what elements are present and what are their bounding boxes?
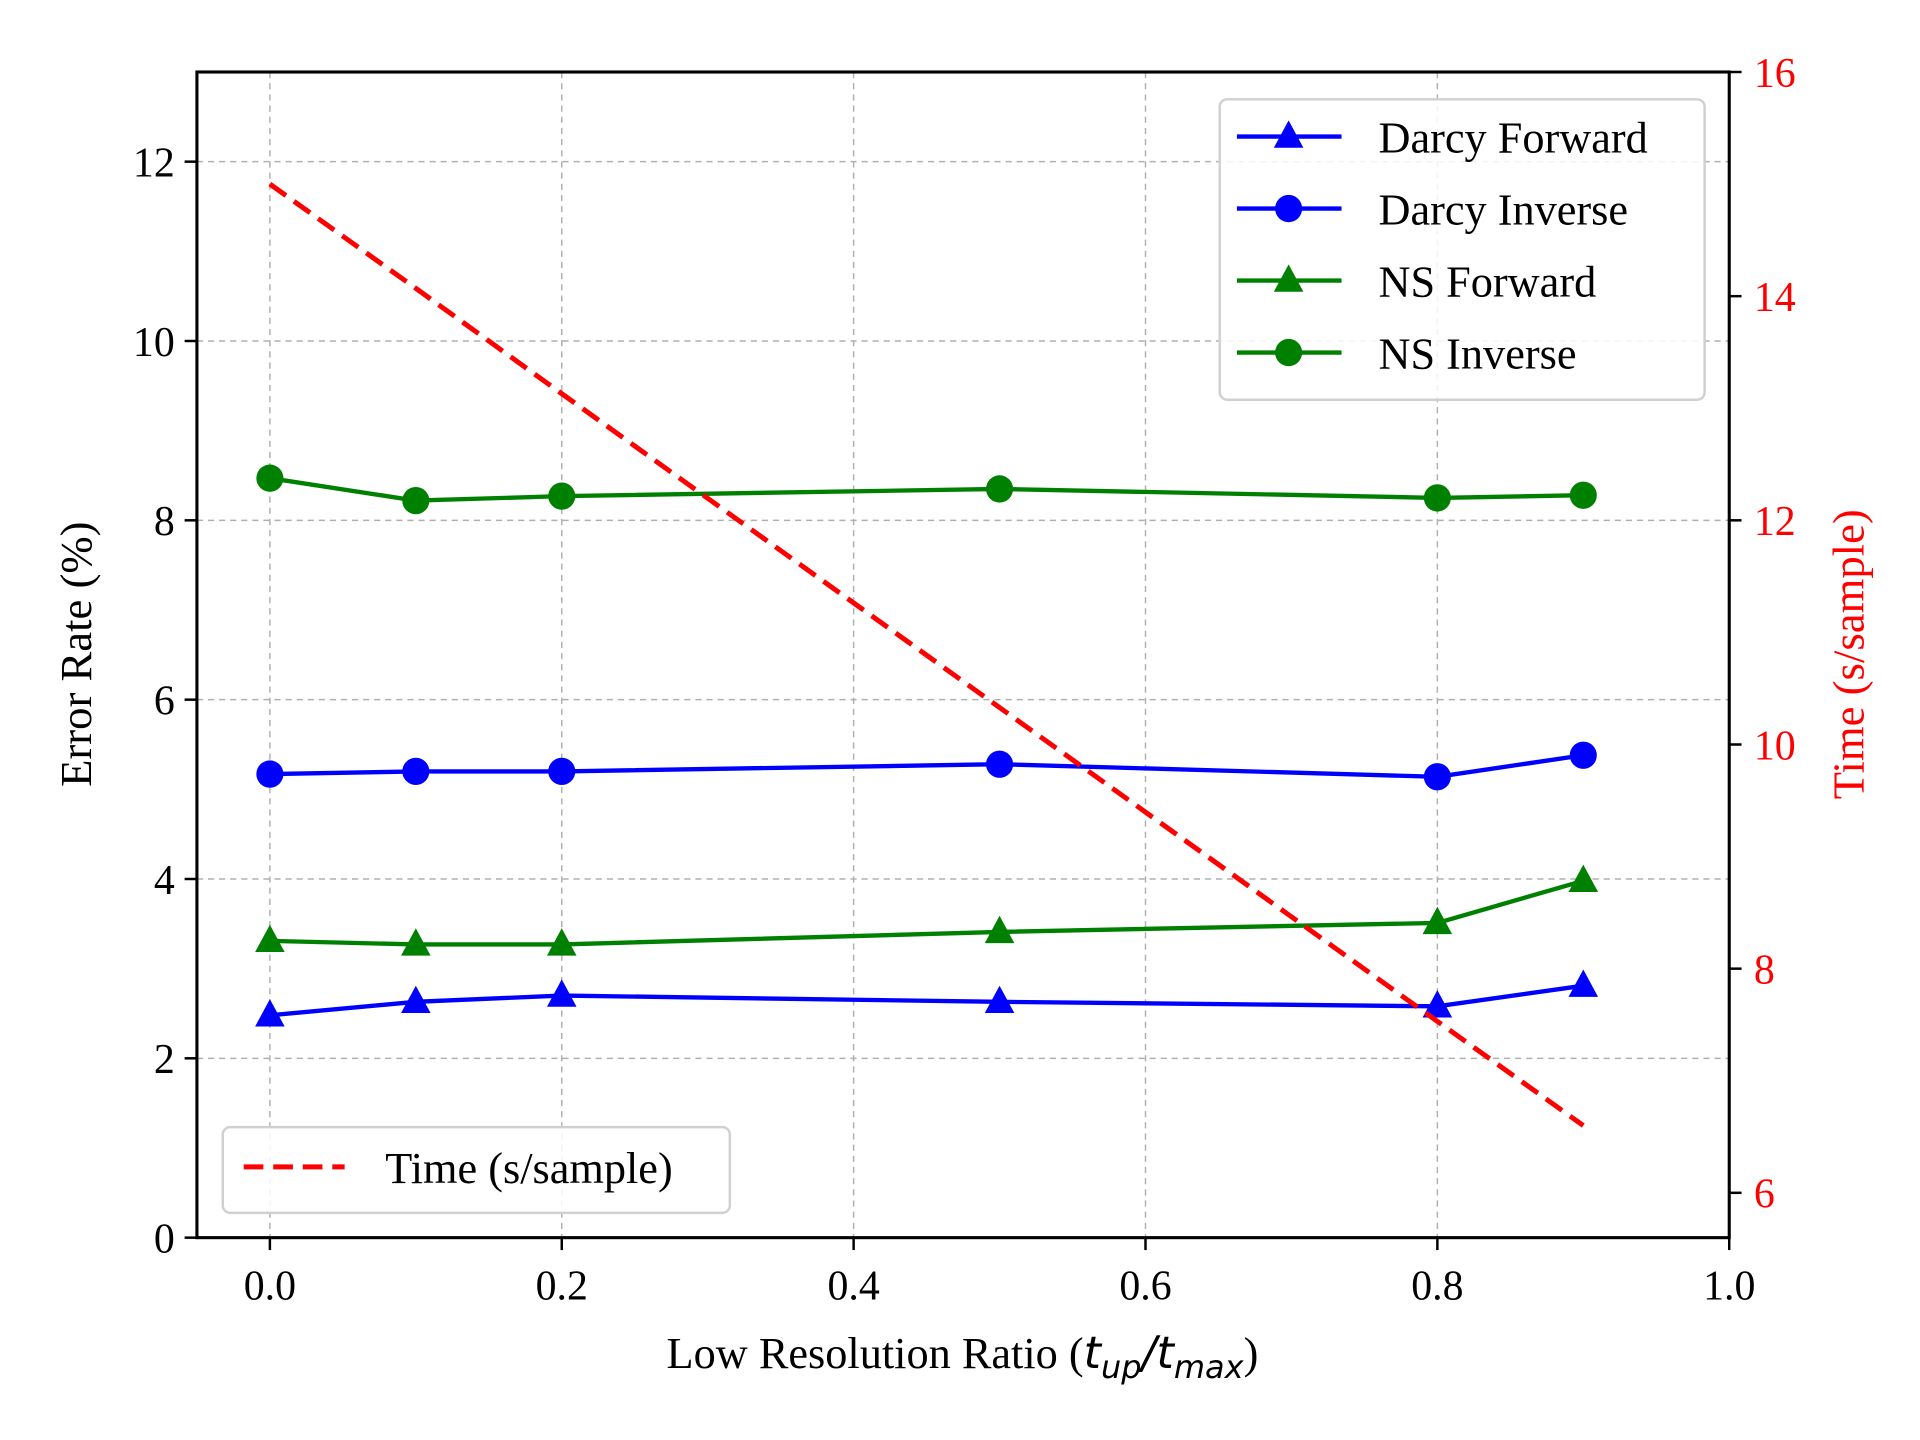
plot-area [255,182,1599,1128]
legend-box [1218,98,1706,401]
legend-label: Darcy Inverse [1378,185,1628,235]
y-tick-label: 4 [154,858,175,904]
ns-forward-triangle-marker [1568,864,1599,892]
y2-tick-label: 14 [1754,275,1796,321]
legend-time: Time (s/sample) [221,1125,732,1215]
legend-label: Darcy Forward [1378,113,1647,163]
ns-forward-triangle-marker [984,915,1015,944]
ns-forward-triangle-marker [255,924,285,953]
series-darcy-forward [255,969,1599,1027]
series-darcy-inverse [256,741,1597,791]
y2-tick-label: 8 [1754,947,1775,993]
y2-axis-label: Time (s/sample) [1824,509,1874,799]
ns-inverse-circle-marker [402,486,430,515]
legend-triangle-marker [1273,264,1304,292]
ns-inverse-circle-marker [548,482,576,510]
time-s-sample-line [268,182,1585,1128]
x-tick-label: 0.0 [244,1264,296,1310]
legend-label: NS Forward [1378,257,1596,307]
legend-entry: NS Forward [1236,257,1596,307]
x-tick-label: 0.6 [1119,1264,1171,1310]
darcy-forward-triangle-marker [401,985,431,1014]
ns-forward-triangle-marker [401,928,431,956]
y-tick-label: 10 [133,320,175,366]
darcy-forward-line [269,983,1584,1018]
axes: 0.0 0.2 0.4 0.6 0.8 1.0 0 2 4 6 8 10 12 6 8 10 12 14 16 [133,51,1796,1310]
y-tick-label: 8 [154,499,175,545]
ns-forward-line [269,878,1584,947]
y2-tick-label: 10 [1754,723,1796,769]
darcy-inverse-line [269,753,1584,779]
ns-inverse-circle-marker [986,475,1014,503]
legend-label: Time (s/sample) [385,1143,673,1193]
legend-circle-marker [1275,194,1303,223]
x-tick-label: 1.0 [1703,1264,1755,1310]
y-tick-label: 6 [154,678,175,724]
darcy-forward-triangle-marker [984,985,1015,1014]
darcy-forward-triangle-marker [1568,969,1599,997]
series-time-s-sample [268,182,1585,1128]
y-tick-label: 2 [154,1037,175,1083]
y2-tick-label: 16 [1754,51,1796,97]
ns-inverse-circle-marker [256,464,284,492]
legend-triangle-marker [1273,120,1304,148]
ns-inverse-line [269,476,1584,503]
darcy-forward-triangle-marker [546,979,577,1007]
axes-frame [195,70,1731,1240]
darcy-forward-triangle-marker [255,999,285,1027]
darcy-forward-triangle-marker [1422,990,1453,1018]
x-tick-label: 0.2 [536,1264,588,1310]
x-tick-label: 0.4 [827,1264,879,1310]
ns-forward-triangle-marker [1422,906,1453,935]
darcy-inverse-circle-marker [1569,741,1597,769]
legend-circle-marker [1275,338,1303,367]
y2-tick-label: 12 [1754,499,1796,545]
x-tick-label: 0.8 [1411,1264,1463,1310]
ns-inverse-circle-marker [1423,484,1451,512]
x-axis-label: Low Resolution Ratio (tup/tmax) [667,1328,1259,1386]
darcy-inverse-circle-marker [548,757,576,786]
darcy-inverse-circle-marker [986,750,1014,778]
legend-main: Darcy Forward Darcy Inverse NS Forward NS I… [1218,98,1706,401]
ns-inverse-circle-marker [1569,481,1597,509]
legend-entry: Darcy Forward [1236,113,1648,163]
legend-entry: Darcy Inverse [1236,185,1628,235]
legend-entry: NS Inverse [1236,329,1577,379]
y-axis-label: Error Rate (%) [51,521,101,786]
y2-tick-label: 6 [1754,1172,1775,1218]
series-ns-forward [255,864,1599,956]
darcy-inverse-circle-marker [1423,763,1451,791]
darcy-inverse-circle-marker [402,757,430,786]
y-tick-label: 12 [133,140,175,186]
ns-forward-triangle-marker [546,928,577,956]
legend-label: NS Inverse [1378,329,1576,379]
legend-box [221,1125,732,1215]
y-tick-label: 0 [154,1216,175,1262]
darcy-inverse-circle-marker [256,760,284,788]
series-ns-inverse [256,464,1597,515]
